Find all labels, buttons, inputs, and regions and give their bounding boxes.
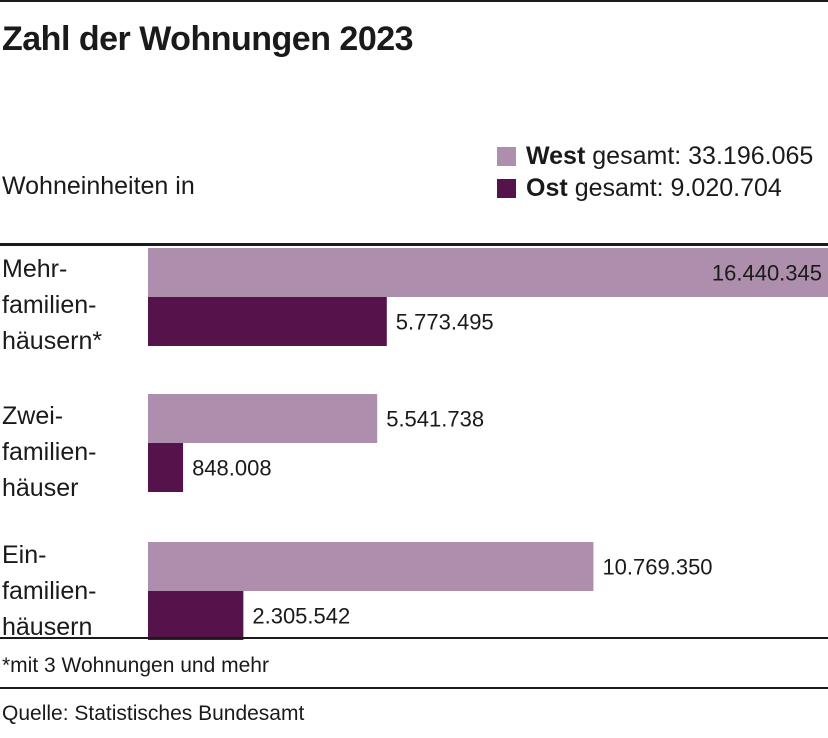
category-label-einfamilienhaeuser: Ein- familien- häusern [2,541,97,641]
legend-name-ost: Ost [526,173,568,202]
category-label-mehrfamilienhaeuser: Mehr- familien- häusern* [2,255,103,355]
bar-ost-2 [148,591,244,640]
legend-text-west: gesamt: 33.196.065 [592,141,814,170]
top-rule [0,0,828,2]
units-label: Wohneinheiten in [2,172,195,200]
chart-bottom-rule [0,637,828,639]
bar-west-1 [148,394,378,443]
bar-chart: 16.440.345 5.541.738 10.769.350 5.773.495 84… [148,248,828,640]
value-label-west-2: 10.769.350 [602,555,712,580]
value-label-ost-1: 848.008 [192,456,272,481]
source-note: Quelle: Statistisches Bundesamt [2,702,305,725]
value-label-west-1: 5.541.738 [386,407,484,432]
source-rule [0,687,828,689]
legend-item-west: West gesamt: 33.196.065 [497,141,813,171]
legend-swatch-ost [497,178,516,198]
chart-title: Zahl der Wohnungen 2023 [2,20,414,58]
footnote: *mit 3 Wohnungen und mehr [2,654,269,677]
bar-ost-0 [148,297,387,346]
category-label-zweifamilienhaeuser: Zwei- familien- häuser [2,402,97,502]
bar-west-0 [148,248,828,297]
bar-ost-1 [148,443,184,492]
legend-name-west: West [526,141,586,170]
bar-west-2 [148,542,594,591]
legend-text-ost: gesamt: 9.020.704 [574,173,782,202]
value-label-ost-0: 5.773.495 [396,310,494,335]
legend-item-ost: Ost gesamt: 9.020.704 [497,173,782,203]
legend-swatch-west [497,146,516,166]
value-label-west-0: 16.440.345 [712,261,822,286]
value-label-ost-2: 2.305.542 [252,604,350,629]
chart-top-rule [0,243,828,246]
